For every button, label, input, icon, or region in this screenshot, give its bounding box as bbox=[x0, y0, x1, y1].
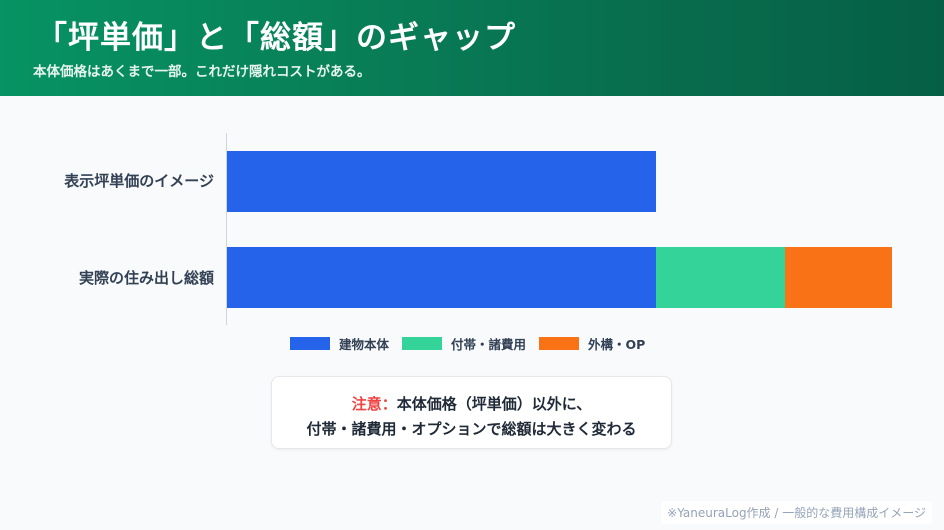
page-title: 「坪単価」と「総額」のギャップ bbox=[36, 20, 516, 56]
bar-segment-building bbox=[227, 247, 656, 308]
y-axis-line bbox=[226, 133, 227, 325]
note-text-2: 付帯・諸費用・オプションで総額は大きく変わる bbox=[306, 420, 637, 438]
legend-swatch-exterior bbox=[539, 336, 580, 350]
legend-label: 外構・OP bbox=[588, 336, 646, 352]
caution-note: 注意：本体価格（坪単価）以外に、 付帯・諸費用・オプションで総額は大きく変わる bbox=[271, 376, 672, 449]
source-credit: ※YaneuraLog作成 / 一般的な費用構成イメージ bbox=[661, 501, 932, 524]
header-banner: 「坪単価」と「総額」のギャップ 本体価格はあくまで一部。これだけ隠れコストがある… bbox=[0, 0, 944, 96]
legend-item-building: 建物本体 bbox=[290, 334, 389, 353]
bar-segment-building bbox=[227, 151, 656, 212]
note-warning-label: 注意： bbox=[351, 395, 397, 413]
chart-legend: 建物本体 付帯・諸費用 外構・OP bbox=[290, 334, 658, 352]
bar-actual-total bbox=[227, 247, 892, 308]
legend-item-exterior: 外構・OP bbox=[539, 334, 645, 353]
bar-advertised bbox=[227, 151, 656, 212]
legend-item-incidental: 付帯・諸費用 bbox=[402, 334, 526, 353]
note-line-1: 注意：本体価格（坪単価）以外に、 bbox=[272, 392, 671, 417]
stacked-bar-chart: 表示坪単価のイメージ 実際の住み出し総額 bbox=[0, 96, 944, 366]
legend-swatch-building bbox=[290, 336, 330, 350]
legend-swatch-incidental bbox=[402, 336, 443, 350]
bar-segment-incidental bbox=[656, 247, 785, 308]
category-label-actual-total: 実際の住み出し総額 bbox=[78, 269, 214, 287]
bar-segment-exterior bbox=[784, 247, 892, 308]
legend-label: 建物本体 bbox=[339, 336, 390, 352]
category-label-advertised: 表示坪単価のイメージ bbox=[64, 172, 214, 190]
legend-label: 付帯・諸費用 bbox=[451, 336, 527, 352]
page-subtitle: 本体価格はあくまで一部。これだけ隠れコストがある。 bbox=[33, 64, 371, 80]
note-text-1: 本体価格（坪単価）以外に、 bbox=[396, 395, 592, 413]
